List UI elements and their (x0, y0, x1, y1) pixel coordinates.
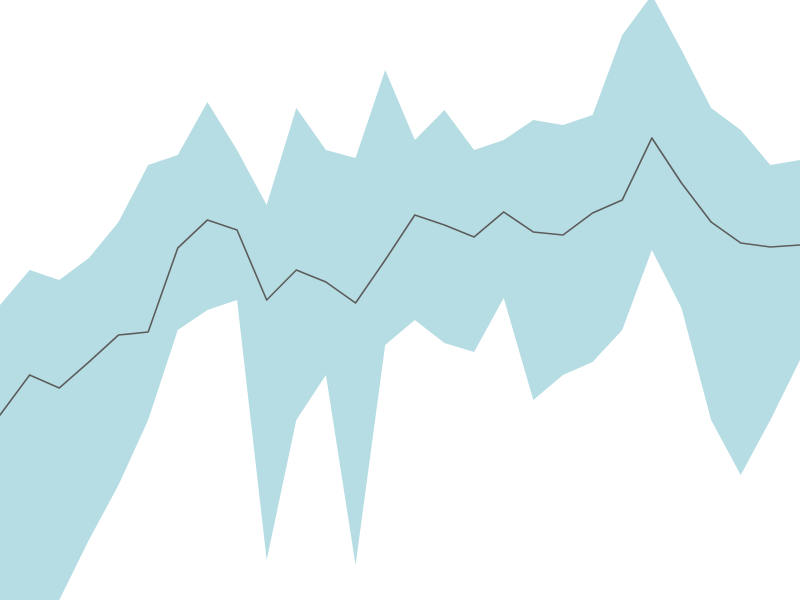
band-line-chart (0, 0, 800, 600)
